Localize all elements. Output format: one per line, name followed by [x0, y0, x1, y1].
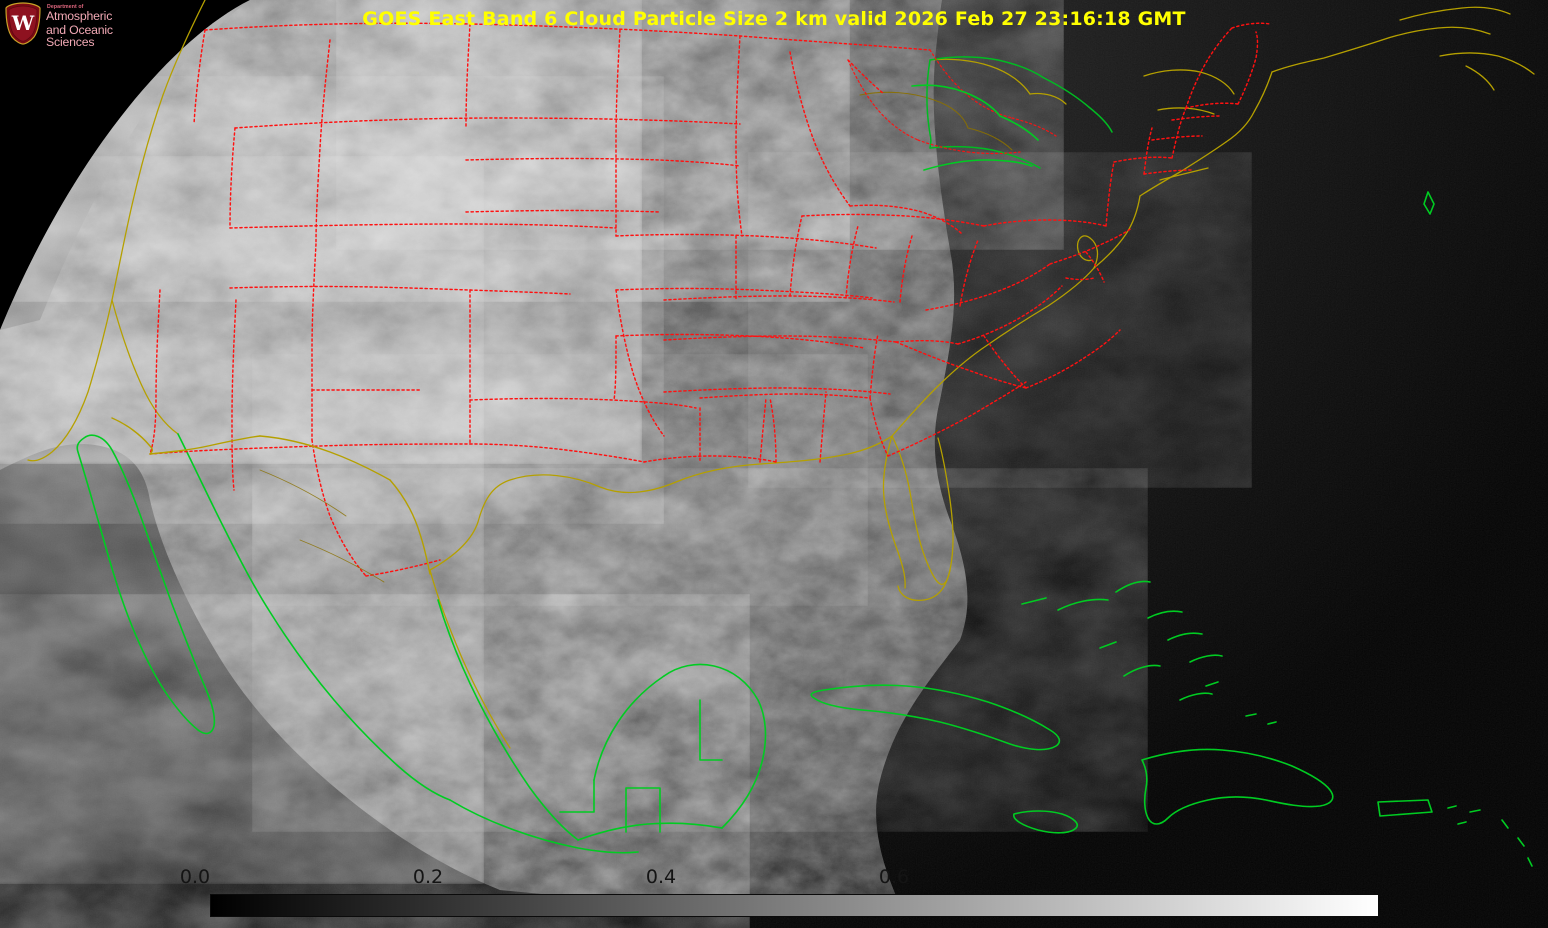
- logo-department-line: Department of: [47, 4, 84, 10]
- uw-aos-logo: W Department of Atmospheric and Oceanic …: [0, 0, 160, 48]
- colorbar-gradient: [210, 894, 1379, 917]
- uw-aos-logo-text: Department of Atmospheric and Oceanic Sc…: [46, 4, 158, 48]
- logo-name-line-2: and Oceanic Sciences: [46, 22, 113, 49]
- logo-name-line-1: Atmospheric: [46, 9, 113, 24]
- svg-text:W: W: [11, 11, 35, 35]
- uw-crest-icon: W: [5, 2, 41, 45]
- colorbar: [210, 894, 1379, 917]
